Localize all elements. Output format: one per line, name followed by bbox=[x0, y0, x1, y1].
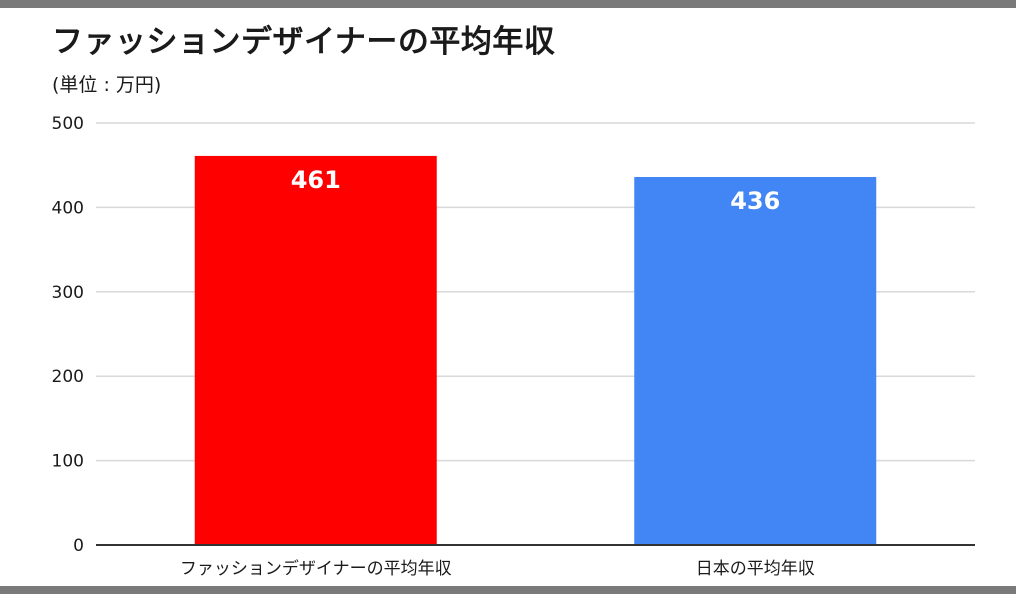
bar bbox=[194, 155, 437, 545]
bottom-frame-border bbox=[0, 586, 1016, 594]
chart-title: ファッションデザイナーの平均年収 bbox=[52, 24, 556, 60]
y-tick-label: 0 bbox=[73, 536, 84, 556]
top-frame-border bbox=[0, 0, 1016, 8]
y-tick-label: 100 bbox=[52, 452, 84, 472]
bar-data-label: 461 bbox=[291, 166, 341, 194]
y-tick-label: 400 bbox=[52, 198, 84, 218]
x-category-label: ファッションデザイナーの平均年収 bbox=[180, 558, 452, 579]
x-category-label: 日本の平均年収 bbox=[696, 559, 815, 579]
bar bbox=[634, 177, 877, 546]
y-tick-label: 300 bbox=[52, 283, 84, 303]
bar-data-label: 436 bbox=[730, 187, 780, 215]
chart-subtitle: (単位 : 万円) bbox=[52, 74, 162, 96]
y-tick-label: 500 bbox=[52, 114, 84, 134]
y-tick-label: 200 bbox=[52, 367, 84, 387]
